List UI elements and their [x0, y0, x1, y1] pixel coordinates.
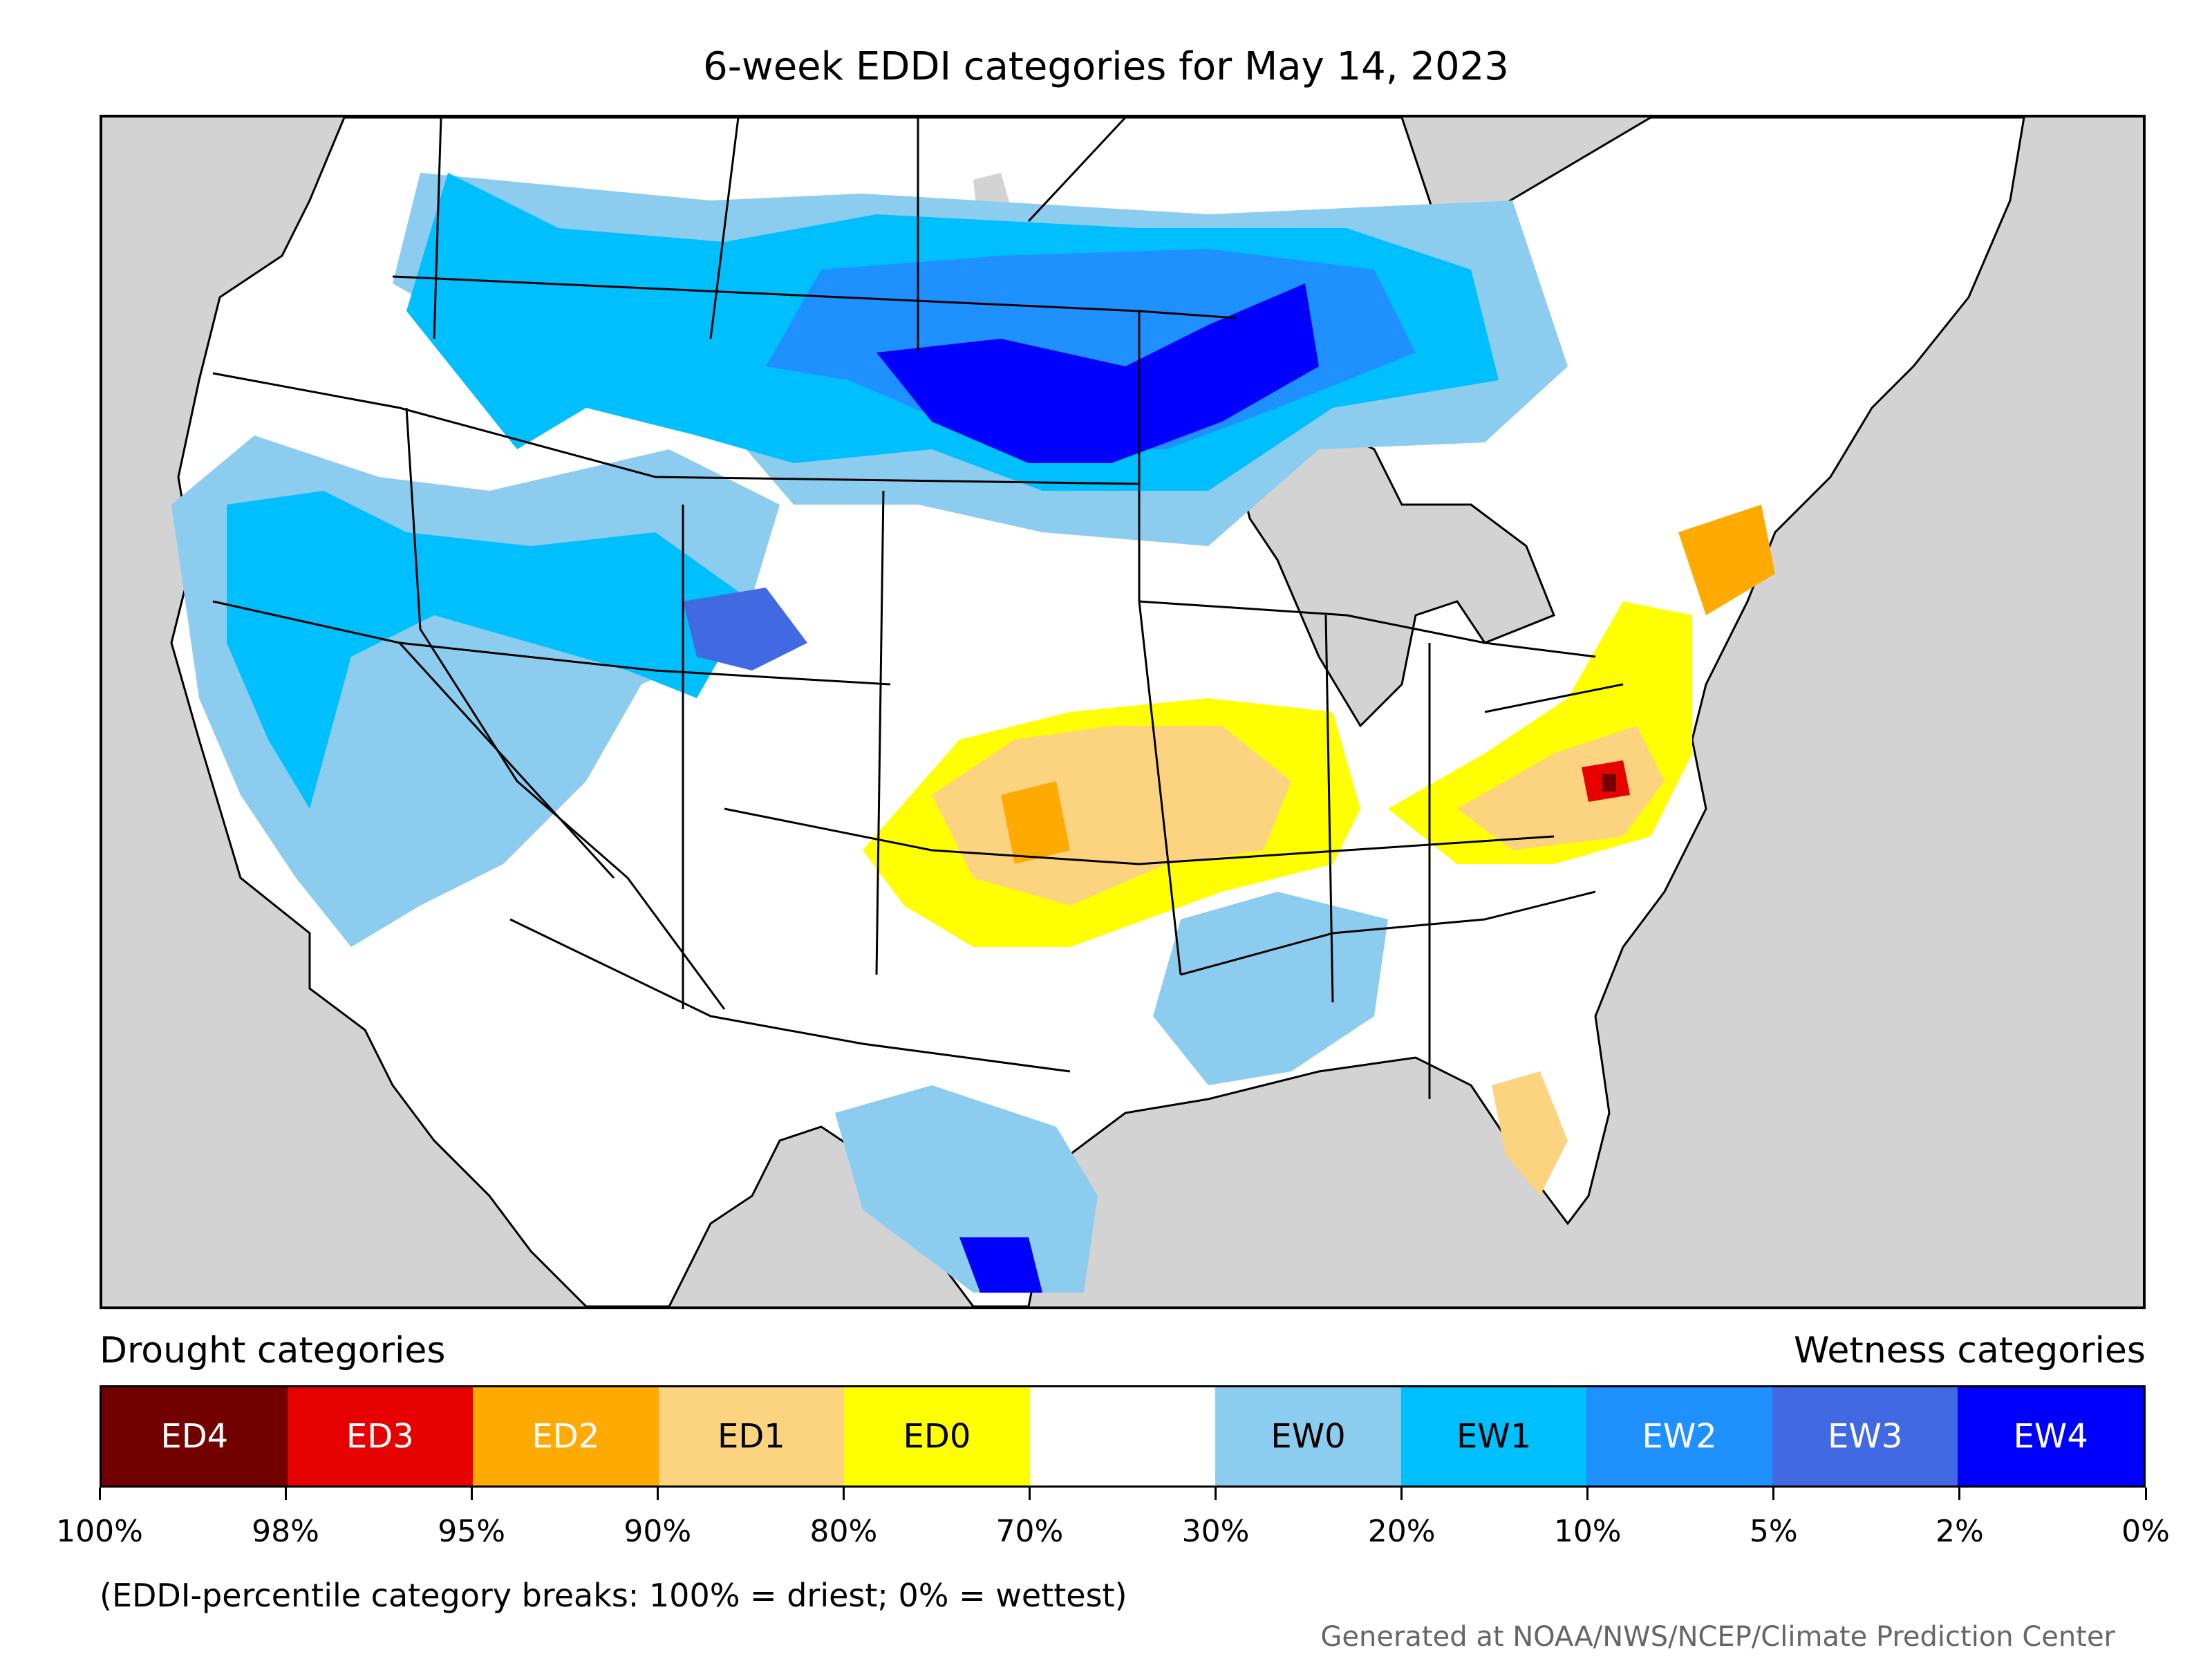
colorbar-tick	[842, 1488, 845, 1500]
wet-region-wyoming-ew3	[683, 588, 807, 671]
colorbar-tick-label: 20%	[1367, 1514, 1436, 1549]
category-swatch-ew3: EW3	[1772, 1387, 1958, 1485]
category-swatch-ew1: EW1	[1400, 1387, 1587, 1485]
colorbar-tick	[2144, 1488, 2147, 1500]
colorbar-tick	[284, 1488, 287, 1500]
colorbar-tick	[1028, 1488, 1031, 1500]
wet-region-dakotas-ew4	[877, 283, 1319, 463]
map-canvas	[170, 118, 2025, 1306]
category-swatch-none	[1029, 1387, 1216, 1485]
category-colorbar: ED4 ED3 ED2 ED1 ED0 EW0 EW1 EW2 EW3 EW4	[100, 1385, 2146, 1488]
colorbar-tick	[1958, 1488, 1961, 1500]
colorbar-tick-label: 70%	[995, 1514, 1064, 1549]
colorbar-tick-label: 5%	[1749, 1514, 1798, 1549]
colorbar-tick	[470, 1488, 473, 1500]
colorbar-tick	[98, 1488, 101, 1500]
eddi-map	[100, 115, 2146, 1309]
great-lakes	[1235, 420, 1555, 728]
colorbar-tick	[1400, 1488, 1403, 1500]
dry-region-virginia-ed4	[1602, 774, 1616, 791]
category-swatch-ed0: ED0	[844, 1387, 1030, 1485]
colorbar-tick	[1215, 1488, 1217, 1500]
colorbar-tick	[1772, 1488, 1775, 1500]
wet-region-southeast	[1153, 892, 1388, 1085]
dry-region-kansas-ed2	[1001, 781, 1070, 864]
dry-region-florida-ed1	[1492, 1071, 1568, 1196]
category-swatch-ed4: ED4	[102, 1387, 288, 1485]
colorbar-tick	[1586, 1488, 1589, 1500]
category-swatch-ew2: EW2	[1586, 1387, 1772, 1485]
drought-categories-heading: Drought categories	[100, 1330, 446, 1371]
colorbar-tick-label: 100%	[56, 1514, 143, 1549]
category-break-note: (EDDI-percentile category breaks: 100% =…	[100, 1577, 1127, 1614]
map-title: 6-week EDDI categories for May 14, 2023	[703, 44, 1509, 89]
category-swatch-ew0: EW0	[1215, 1387, 1401, 1485]
colorbar-tick-label: 80%	[809, 1514, 878, 1549]
category-swatch-ed3: ED3	[287, 1387, 474, 1485]
colorbar-tick-label: 98%	[252, 1514, 319, 1549]
colorbar-tick-label: 90%	[624, 1514, 692, 1549]
wet-region-west-ew1	[227, 491, 752, 809]
colorbar-tick-label: 0%	[2121, 1514, 2170, 1549]
category-swatch-ed1: ED1	[658, 1387, 845, 1485]
credit-line: Generated at NOAA/NWS/NCEP/Climate Predi…	[1320, 1621, 2115, 1653]
colorbar-tick-label: 30%	[1181, 1514, 1250, 1549]
wet-region-texas	[835, 1085, 1098, 1293]
dry-region-midatlantic-ed1	[1457, 726, 1665, 850]
wet-region-texas-ew4	[959, 1237, 1042, 1293]
colorbar-tick-labels: 100% 98% 95% 90% 80% 70% 30% 20% 10% 5% 2% 0%	[56, 1514, 2170, 1555]
gulf-of-mexico	[1098, 1078, 1568, 1306]
boundaries	[212, 118, 1624, 1099]
category-swatch-ed2: ED2	[473, 1387, 659, 1485]
colorbar-tick	[656, 1488, 659, 1500]
wetness-categories-heading: Wetness categories	[1794, 1330, 2146, 1371]
colorbar-tick-label: 2%	[1936, 1514, 1984, 1549]
category-swatch-ew4: EW4	[1958, 1387, 2144, 1485]
colorbar-tick-label: 95%	[438, 1514, 506, 1549]
dry-region-northeast-ed2	[1678, 505, 1775, 615]
colorbar-tick-label: 10%	[1553, 1514, 1622, 1549]
colorbar-ticks	[98, 1488, 2147, 1501]
